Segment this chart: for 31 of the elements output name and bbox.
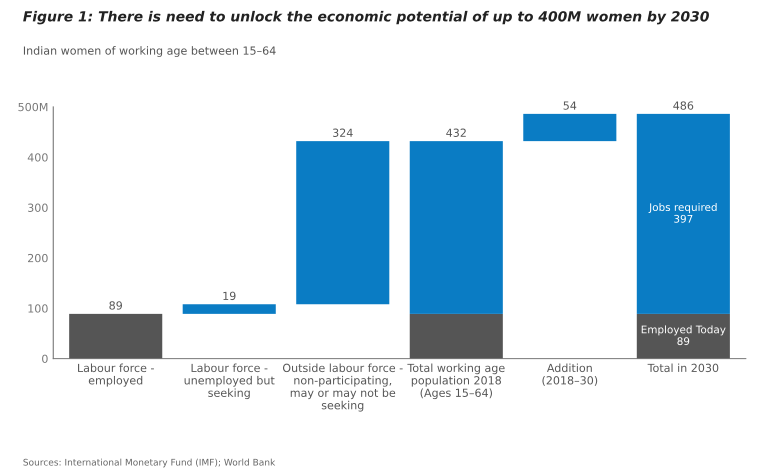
total-label: 486 (673, 101, 694, 110)
x-tick-label: Total in 2030 (648, 363, 718, 372)
y-tick-label: 100 (28, 304, 48, 313)
data-label: Jobs required 397 (648, 202, 717, 223)
y-tick-label: 400 (28, 153, 48, 162)
x-tick-label: Labour force - unemployed but seeking (184, 363, 275, 400)
x-tick-label: Outside labour force - non-participating, may or may not be seeking (282, 363, 403, 412)
bar (410, 141, 503, 314)
x-tick-label: Total working age population 2018 (Ages 15–64) (407, 363, 505, 400)
y-tick-label: 300 (28, 204, 48, 212)
source-note: Sources: International Monetary Fund (IMF); World Bank (23, 458, 276, 468)
bar (410, 314, 503, 359)
total-label: 324 (333, 128, 353, 137)
chart-title: Figure 1: There is need to unlock the economic potential of up to 400M women by 2030 (23, 10, 709, 24)
chart-subtitle: Indian women of working age between 15–64 (24, 46, 276, 57)
x-tick-label: Labour force - employed (78, 363, 154, 387)
total-label: 19 (223, 292, 236, 300)
y-tick-label: 500M (18, 102, 48, 112)
total-label: 54 (564, 102, 576, 110)
bar (69, 314, 162, 359)
total-label: 89 (109, 301, 122, 310)
bar (182, 304, 276, 314)
bar (296, 141, 390, 304)
bar (636, 114, 730, 314)
data-label: Employed Today 89 (642, 325, 726, 346)
bar (636, 314, 730, 359)
x-tick-label: Addition (2018–30) (542, 363, 598, 386)
y-tick-label: 0 (42, 354, 48, 364)
y-tick-label: 200 (28, 254, 48, 262)
total-label: 432 (446, 128, 466, 137)
bar (523, 114, 616, 142)
